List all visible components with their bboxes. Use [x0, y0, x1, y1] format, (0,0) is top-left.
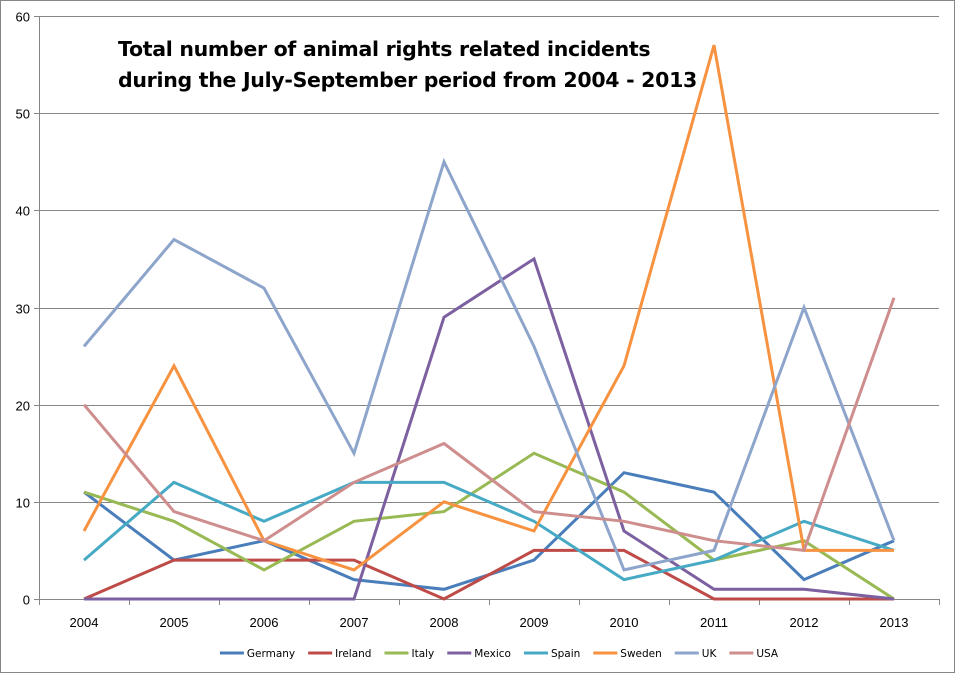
chart-title-line-2: during the July-September period from 20… — [118, 68, 698, 92]
legend-item-italy: Italy — [384, 648, 434, 660]
legend-item-usa: USA — [729, 648, 779, 660]
y-tick-label: 50 — [16, 107, 30, 122]
legend: Germany Ireland Italy Mexico Spain Sweden UK US… — [219, 648, 779, 660]
x-tick-label: 2010 — [610, 615, 639, 630]
series-line-ireland — [83, 548, 894, 601]
series-lines — [82, 44, 896, 601]
x-tick-label: 2005 — [160, 615, 189, 630]
y-tick-label: 20 — [16, 399, 30, 414]
series-line-uk — [82, 157, 896, 572]
legend-label: Ireland — [335, 648, 371, 660]
x-tick-label: 2007 — [340, 615, 369, 630]
legend-label: Germany — [247, 648, 295, 660]
legend-item-uk: UK — [674, 648, 718, 660]
legend-label: UK — [702, 648, 718, 660]
chart-title-line-1: Total number of animal rights related in… — [118, 37, 651, 61]
x-tick-label: 2012 — [790, 615, 819, 630]
legend-label: Italy — [411, 648, 434, 660]
legend-label: USA — [756, 648, 779, 660]
y-tick-label: 60 — [16, 10, 30, 25]
y-tick-label: 10 — [16, 496, 30, 511]
y-tick-label: 30 — [16, 302, 30, 317]
series-line-sweden — [82, 44, 894, 572]
series-line-usa — [82, 297, 896, 553]
x-tick-label: 2008 — [430, 615, 459, 630]
chart-title: Total number of animal rights related in… — [118, 34, 697, 96]
legend-item-spain: Spain — [523, 648, 580, 660]
x-tick-label: 2011 — [700, 615, 728, 630]
legend-item-mexico: Mexico — [447, 648, 511, 660]
series-line-mexico — [84, 256, 895, 601]
x-tick-label: 2013 — [880, 615, 909, 630]
legend-label: Sweden — [620, 648, 662, 660]
legend-item-germany: Germany — [219, 648, 295, 660]
y-tick-label: 0 — [23, 593, 30, 608]
series-line-spain — [83, 480, 895, 582]
series-line-italy — [83, 451, 895, 601]
legend-label: Mexico — [474, 648, 511, 660]
legend-item-sweden: Sweden — [593, 648, 662, 660]
legend-item-ireland: Ireland — [308, 648, 371, 660]
series-line-germany — [83, 471, 895, 591]
x-tick-label: 2006 — [250, 615, 279, 630]
y-tick-label: 40 — [16, 204, 30, 219]
legend-label: Spain — [551, 648, 580, 660]
x-tick-label: 2009 — [520, 615, 549, 630]
x-tick-label: 2004 — [70, 615, 99, 630]
gridlines — [34, 16, 939, 503]
